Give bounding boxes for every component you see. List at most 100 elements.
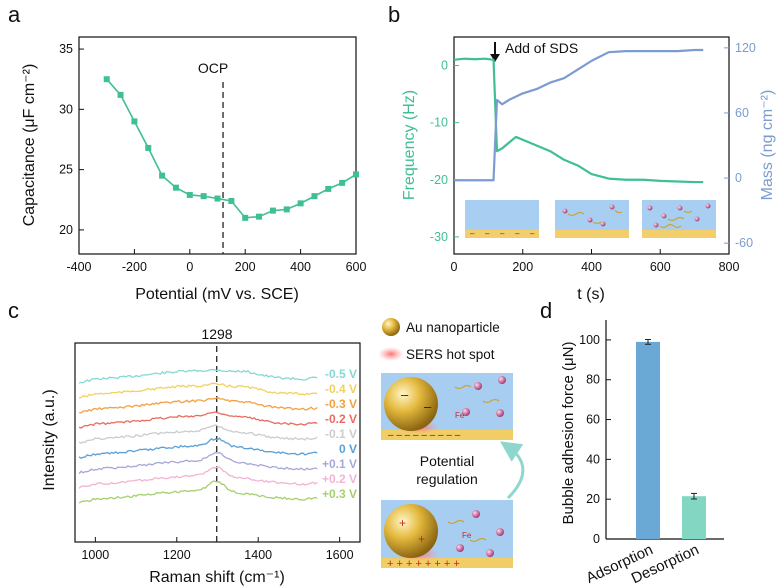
panel-a-data-point xyxy=(214,195,221,202)
panel-a-data-point xyxy=(228,197,235,204)
panel-a-xtick-label: 200 xyxy=(235,260,256,274)
au-nanoparticle-icon xyxy=(382,318,400,336)
panel-c-xtick-label: 1000 xyxy=(81,548,109,562)
panel-d-ytick-label: 0 xyxy=(593,532,600,546)
potential-regulation-label-line1: Potential xyxy=(420,453,474,469)
panel-b-ytick-right-label: 0 xyxy=(735,171,742,185)
fe-label-top: Fe xyxy=(455,411,465,420)
svg-text:+: + xyxy=(399,516,406,530)
fe-label-bottom: Fe xyxy=(462,531,472,540)
panel-c-spectrum-line xyxy=(78,451,318,475)
panel-a-data-point xyxy=(117,91,124,98)
panel-b-xtick-label: 200 xyxy=(512,260,533,274)
panel-c-series-label: 0 V xyxy=(339,442,357,456)
panel-c-series-label: +0.2 V xyxy=(322,472,357,486)
panel-c-series-label: -0.5 V xyxy=(325,367,357,381)
svg-text:– – – – – – – – –: – – – – – – – – – xyxy=(388,430,461,441)
panel-b-ylabel-right: Mass (ng cm⁻²) xyxy=(759,90,776,201)
panel-a-xtick-label: 0 xyxy=(186,260,193,274)
panel-a-data-point xyxy=(103,76,110,83)
regulation-curved-arrow xyxy=(500,441,525,500)
panel-b-ytick-right-label: -60 xyxy=(735,236,753,250)
panel-b-ytick-left-label: -10 xyxy=(430,116,448,130)
panel-a-ytick-label: 30 xyxy=(59,102,73,116)
panel-a-data-point xyxy=(172,184,179,191)
potential-regulation-label-line2: regulation xyxy=(416,471,478,487)
panel-b-xlabel: t (s) xyxy=(577,286,605,303)
panel-a-ylabel: Capacitance (μF cm⁻²) xyxy=(21,64,38,227)
panel-d-chart: Bubble adhesion force (μN) 020406080100A… xyxy=(560,320,724,587)
sds-arrow-head xyxy=(490,54,500,62)
panel-label-a: a xyxy=(8,2,21,27)
panel-b-mass-line xyxy=(454,48,704,182)
panel-d-bar xyxy=(636,341,660,539)
panel-a-data-point xyxy=(256,213,263,220)
panel-a-data-point xyxy=(145,144,152,151)
panel-d-ytick-label: 40 xyxy=(586,452,600,466)
panel-a-data-point xyxy=(242,214,249,221)
panel-b-chart: t (s) Frequency (Hz) Mass (ng cm⁻²) Add … xyxy=(401,36,776,303)
panel-a-ocp-label: OCP xyxy=(198,60,228,76)
panel-b-ytick-right-label: 60 xyxy=(735,106,749,120)
panel-a-xtick-label: -400 xyxy=(66,260,91,274)
panel-c-frame xyxy=(74,342,361,543)
panel-a-data-point xyxy=(325,185,332,192)
panel-a-data-point xyxy=(297,200,304,207)
panel-b-ytick-left-label: -20 xyxy=(430,173,448,187)
svg-text:–: – xyxy=(401,387,409,402)
panel-c-spectrum-line xyxy=(78,480,318,504)
inset-schematic-2 xyxy=(555,200,629,238)
panel-a-xtick-label: 600 xyxy=(346,260,367,274)
panel-c-series-label: -0.4 V xyxy=(325,382,357,396)
svg-text:–: – xyxy=(485,229,490,238)
sds-arrow-label: Add of SDS xyxy=(505,40,578,56)
panel-b-xtick-label: 600 xyxy=(650,260,671,274)
panel-a-data-point xyxy=(159,172,166,179)
panel-d-bar xyxy=(682,496,706,539)
panel-c-series-label: -0.2 V xyxy=(325,412,357,426)
panel-a-xtick-label: 400 xyxy=(290,260,311,274)
panel-c-spectrum-line xyxy=(78,424,318,444)
panel-a-data-point xyxy=(353,171,359,178)
panel-c-series-label: +0.3 V xyxy=(322,487,357,501)
panel-d-ytick-label: 20 xyxy=(586,492,600,506)
panel-c-xtick-label: 1600 xyxy=(326,548,354,562)
panel-a-data-point xyxy=(339,179,346,186)
svg-text:+: + xyxy=(418,532,425,546)
svg-text:–: – xyxy=(500,229,505,238)
panel-a-data-point xyxy=(186,191,193,198)
panel-c-series-label: -0.1 V xyxy=(325,427,357,441)
potential-regulation-schematic: Au nanoparticle SERS hot spot – – – – – … xyxy=(378,318,525,570)
panel-label-b: b xyxy=(388,2,400,27)
au-nanoparticle-label: Au nanoparticle xyxy=(406,320,500,335)
panel-d-ytick-label: 80 xyxy=(586,373,600,387)
panel-c-peak-label: 1298 xyxy=(201,326,232,342)
panel-a-data-point xyxy=(311,193,318,200)
svg-text:+ + + + + + + +: + + + + + + + + xyxy=(387,558,460,570)
panel-a-data-point xyxy=(269,207,276,214)
panel-d-ylabel: Bubble adhesion force (μN) xyxy=(560,342,577,525)
panel-b-ytick-left-label: -30 xyxy=(430,230,448,244)
panel-b-xtick-label: 800 xyxy=(719,260,740,274)
sers-hot-spot-label: SERS hot spot xyxy=(406,347,495,362)
panel-c-series-label: -0.3 V xyxy=(325,397,357,411)
svg-text:–: – xyxy=(515,229,520,238)
panel-a-data-point xyxy=(283,206,290,213)
panel-c-xtick-label: 1400 xyxy=(244,548,272,562)
panel-c-spectrum-line xyxy=(78,465,318,489)
panel-c-spectrum-line xyxy=(78,368,318,384)
panel-b-ytick-right-label: 120 xyxy=(735,41,756,55)
panel-c-xtick-label: 1200 xyxy=(163,548,191,562)
panel-a-data-point xyxy=(200,193,207,200)
sers-hot-spot-icon xyxy=(378,347,404,361)
panel-a-ytick-label: 20 xyxy=(59,223,73,237)
panel-c-spectrum-line xyxy=(78,411,318,429)
panel-c-spectrum-line xyxy=(78,437,318,460)
panel-a-series-line xyxy=(106,78,357,219)
panel-c-chart: Raman shift (cm⁻¹) Intensity (a.u.) 1298… xyxy=(41,326,361,586)
panel-b-ytick-left-label: 0 xyxy=(441,59,448,73)
positive-potential-scene: + + + + + + + + + + Fe xyxy=(381,500,513,570)
panel-c-spectrum-line xyxy=(79,396,318,414)
panel-a-xtick-label: -200 xyxy=(122,260,147,274)
